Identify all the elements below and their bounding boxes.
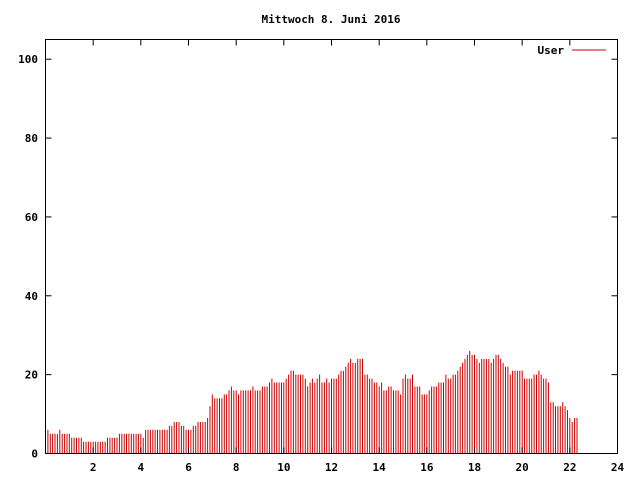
chart-title: Mittwoch 8. Juni 2016 (261, 13, 400, 26)
y-tick-label: 40 (25, 290, 38, 303)
x-tick-label: 12 (325, 461, 338, 474)
y-tick-label: 80 (25, 132, 38, 145)
x-tick-label: 18 (468, 461, 481, 474)
y-tick-label: 20 (25, 369, 38, 382)
legend-label-user: User (538, 44, 565, 57)
x-tick-label: 24 (611, 461, 625, 474)
y-tick-label: 60 (25, 211, 38, 224)
x-tick-label: 2 (90, 461, 97, 474)
x-tick-label: 20 (516, 461, 529, 474)
x-tick-label: 8 (233, 461, 240, 474)
legend: User (538, 44, 606, 57)
x-tick-label: 22 (563, 461, 576, 474)
series-user-bars (45, 351, 578, 454)
x-axis: 2 4 6 8 10 12 14 16 18 20 22 24 (90, 39, 625, 474)
y-tick-label: 0 (31, 448, 38, 461)
x-tick-label: 6 (185, 461, 192, 474)
y-tick-label: 100 (18, 53, 38, 66)
y-axis: 0 20 40 60 80 100 (18, 53, 618, 461)
x-tick-label: 4 (138, 461, 145, 474)
x-tick-label: 16 (420, 461, 434, 474)
x-tick-label: 10 (277, 461, 290, 474)
x-tick-label: 14 (373, 461, 387, 474)
